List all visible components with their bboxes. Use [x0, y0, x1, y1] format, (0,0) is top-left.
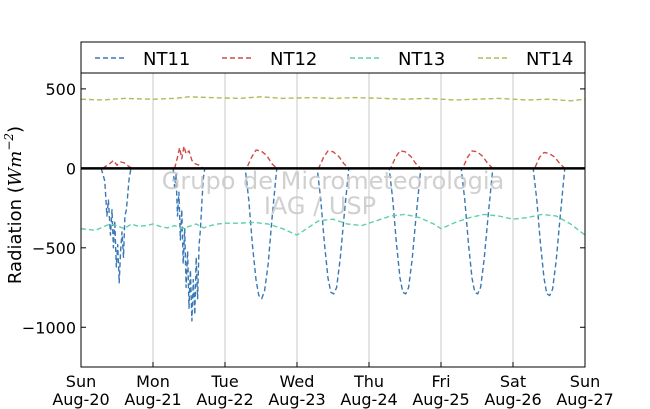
series-line-nt12: [102, 145, 566, 170]
legend-label-nt11: NT11: [143, 49, 190, 70]
y-axis-label-exp: −2: [2, 133, 16, 151]
y-axis: 500 0 −500 −1000: [22, 80, 585, 337]
legend-label-nt13: NT13: [398, 49, 445, 70]
watermark: Grupo de Micrometeorologia IAG / USP: [162, 167, 504, 220]
x-tick-label-day-4: Thu: [353, 372, 384, 391]
y-axis-label-close: ): [5, 126, 26, 133]
watermark-line-2: IAG / USP: [264, 192, 376, 220]
y-axis-label-unit: Wm: [5, 151, 26, 187]
plot-frame: [80, 72, 586, 368]
x-tick-label-date-4: Aug-24: [340, 390, 397, 409]
y-axis-label-main: Radiation (: [5, 186, 26, 284]
y-tick-label-2: −500: [32, 239, 76, 258]
legend-frame: [80, 41, 586, 74]
x-tick-label-date-1: Aug-21: [124, 390, 181, 409]
y-axis-label: Radiation (Wm−2): [2, 126, 26, 284]
series-line-nt11: [100, 167, 566, 322]
x-tick-label-date-7: Aug-27: [556, 390, 613, 409]
x-tick-label-day-0: Sun: [66, 372, 96, 391]
watermark-line-1: Grupo de Micrometeorologia: [162, 167, 504, 195]
x-tick-label-day-5: Fri: [431, 372, 450, 391]
x-tick-label-day-6: Sat: [500, 372, 526, 391]
x-axis: SunAug-20MonAug-21TueAug-22WedAug-23ThuA…: [52, 362, 614, 409]
series-line-nt13: [80, 213, 586, 236]
x-tick-label-date-3: Aug-23: [268, 390, 325, 409]
x-tick-label-date-0: Aug-20: [52, 390, 109, 409]
x-tick-label-date-6: Aug-26: [484, 390, 541, 409]
y-tick-label-0: 500: [45, 80, 76, 99]
x-tick-label-date-2: Aug-22: [196, 390, 253, 409]
legend: NT11 NT12 NT13 NT14: [80, 41, 586, 74]
legend-label-nt14: NT14: [526, 49, 573, 70]
series-layer: [80, 96, 586, 322]
x-tick-label-day-7: Sun: [570, 372, 600, 391]
series-line-nt14: [80, 96, 586, 102]
y-tick-label-1: 0: [66, 159, 76, 178]
x-tick-label-day-2: Tue: [210, 372, 238, 391]
grid-lines: [152, 73, 514, 367]
legend-label-nt12: NT12: [270, 49, 317, 70]
x-tick-label-day-3: Wed: [280, 372, 315, 391]
x-tick-label-date-5: Aug-25: [412, 390, 469, 409]
y-tick-label-3: −1000: [22, 318, 76, 337]
x-tick-label-day-1: Mon: [136, 372, 170, 391]
